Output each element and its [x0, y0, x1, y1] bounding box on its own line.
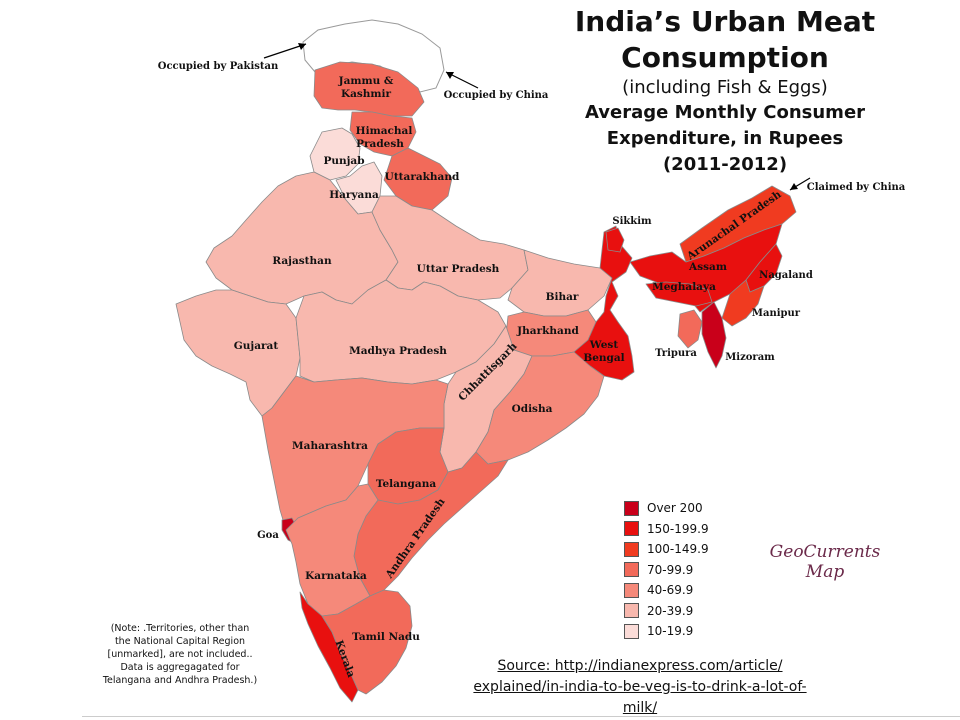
legend-swatch	[624, 582, 639, 598]
region-tripura	[677, 309, 703, 349]
label-bihar: Bihar	[546, 291, 579, 303]
region-manipur	[721, 279, 765, 327]
title-line-5: Expenditure, in Rupees	[606, 128, 844, 149]
legend-swatch	[624, 541, 639, 557]
note-line-4: Data is aggregagated for	[120, 662, 240, 673]
label-nagaland: Nagaland	[759, 270, 813, 281]
region-andhra-pradesh	[353, 451, 509, 597]
legend-item: 150-199.9	[624, 519, 754, 540]
legend-swatch	[624, 500, 639, 516]
label-meghalaya: Meghalaya	[652, 281, 716, 293]
legend-item: 10-19.9	[624, 621, 754, 642]
source-line-3[interactable]: milk/	[622, 700, 658, 716]
label-sikkim: Sikkim	[612, 216, 652, 227]
legend-label: 40-69.9	[647, 583, 694, 598]
legend-item: Over 200	[624, 498, 754, 519]
legend-label: 150-199.9	[647, 521, 709, 536]
label-himachal: Himachal	[356, 125, 413, 137]
label-west-bengal-2: Bengal	[583, 352, 624, 364]
source-link[interactable]: Source: http://indianexpress.com/article…	[470, 656, 810, 719]
label-jammu-kashmir: Jammu &	[338, 75, 394, 87]
label-goa: Goa	[257, 530, 279, 541]
legend-label: 70-99.9	[647, 562, 694, 577]
legend-label: 20-39.9	[647, 603, 694, 618]
legend-label: 10-19.9	[647, 624, 694, 639]
label-madhya-pradesh: Madhya Pradesh	[349, 345, 447, 357]
label-west-bengal: West	[589, 339, 619, 351]
legend-item: 100-149.9	[624, 539, 754, 560]
arrow-head-occupied-pakistan	[298, 43, 306, 50]
legend-item: 40-69.9	[624, 580, 754, 601]
legend-label: Over 200	[647, 501, 703, 516]
label-gujarat: Gujarat	[234, 340, 279, 352]
label-occupied-china: Occupied by China	[444, 90, 549, 101]
legend-swatch	[624, 562, 639, 578]
label-uttarakhand: Uttarakhand	[385, 171, 460, 183]
legend-swatch	[624, 521, 639, 537]
label-assam: Assam	[688, 261, 727, 273]
label-telangana: Telangana	[376, 478, 436, 490]
region-mizoram	[701, 301, 727, 369]
label-himachal-2: Pradesh	[356, 138, 404, 150]
title-line-3: (including Fish & Eggs)	[622, 77, 828, 98]
source-line-1[interactable]: Source: http://indianexpress.com/article…	[497, 658, 783, 674]
credit-line-1: GeoCurrents	[769, 542, 881, 562]
map-title: India’s Urban Meat Consumption (includin…	[540, 4, 910, 178]
label-maharashtra: Maharashtra	[292, 440, 368, 452]
region-sikkim	[605, 227, 625, 253]
label-mizoram: Mizoram	[725, 352, 775, 363]
label-karnataka: Karnataka	[305, 570, 367, 582]
region-west-bengal	[573, 225, 635, 381]
arrow-head-claimed-china	[790, 183, 798, 190]
region-punjab	[309, 127, 361, 181]
label-jharkhand: Jharkhand	[516, 325, 579, 337]
map-legend: Over 200 150-199.9 100-149.9 70-99.9 40-…	[624, 498, 754, 642]
arrow-occupied-pakistan	[263, 43, 307, 59]
legend-swatch	[624, 603, 639, 619]
label-jammu-kashmir-2: Kashmir	[341, 88, 392, 100]
note-line-2: the National Capital Region	[114, 636, 246, 647]
label-rajasthan: Rajasthan	[272, 255, 332, 267]
region-odisha	[475, 351, 605, 465]
region-meghalaya	[645, 281, 713, 307]
region-tamil-nadu	[321, 589, 413, 695]
arrow-head-occupied-china	[446, 72, 454, 79]
title-line-1: India’s Urban Meat	[574, 5, 876, 38]
legend-swatch	[624, 623, 639, 639]
region-uttar-pradesh	[371, 195, 529, 301]
legend-item: 70-99.9	[624, 560, 754, 581]
note-line-1: (Note: .Territories, other than	[110, 623, 250, 634]
legend-item: 20-39.9	[624, 601, 754, 622]
label-manipur: Manipur	[752, 308, 801, 319]
label-haryana: Haryana	[329, 189, 379, 201]
note-line-3: [unmarked], are not included..	[107, 649, 253, 660]
label-uttar-pradesh: Uttar Pradesh	[417, 263, 500, 275]
region-jammu-kashmir	[313, 61, 425, 117]
region-uttarakhand	[383, 147, 453, 211]
geocurrents-credit: GeoCurrents Map	[750, 542, 900, 582]
label-occupied-pakistan: Occupied by Pakistan	[158, 61, 279, 72]
note-line-5: Telangana and Andhra Pradesh.)	[102, 675, 258, 686]
legend-label: 100-149.9	[647, 542, 709, 557]
map-note: (Note: .Territories, other than the Nati…	[80, 622, 280, 687]
label-tripura: Tripura	[655, 348, 697, 359]
title-line-2: Consumption	[621, 41, 829, 74]
bottom-divider	[82, 716, 960, 717]
region-karnataka	[285, 483, 379, 617]
label-punjab: Punjab	[323, 155, 364, 167]
label-claimed-china: Claimed by China	[807, 182, 906, 193]
label-odisha: Odisha	[512, 403, 553, 415]
title-line-6: (2011-2012)	[662, 154, 788, 175]
source-line-2[interactable]: explained/in-india-to-be-veg-is-to-drink…	[473, 679, 807, 695]
label-tamil-nadu: Tamil Nadu	[352, 631, 420, 643]
credit-line-2: Map	[805, 562, 845, 582]
title-line-4: Average Monthly Consumer	[584, 102, 866, 123]
